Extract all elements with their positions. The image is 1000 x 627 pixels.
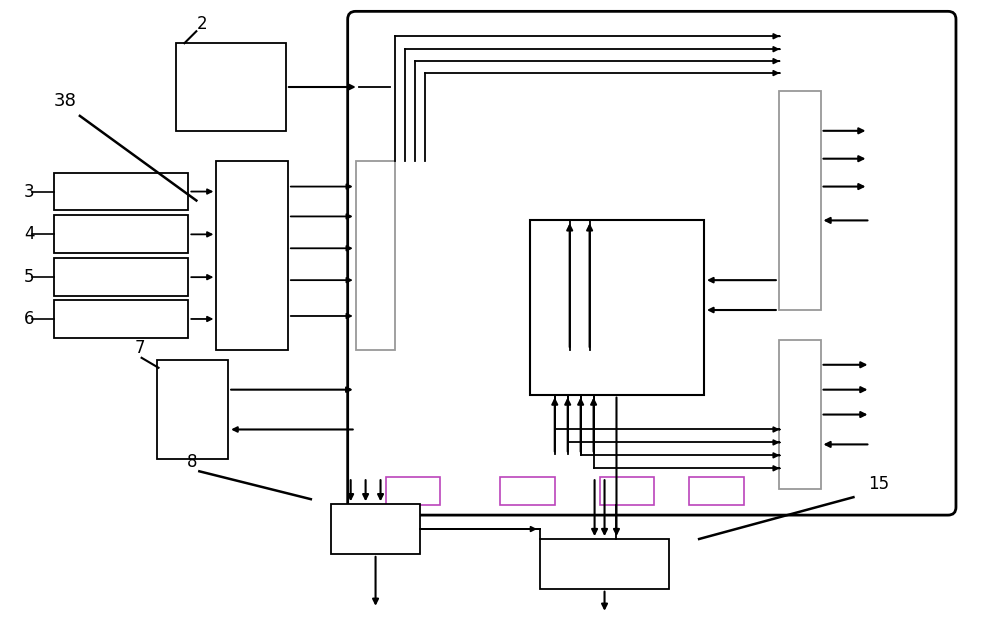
Text: 5: 5 [24, 268, 35, 286]
Bar [689, 477, 744, 505]
Bar [500, 477, 555, 505]
Bar [216, 161, 288, 350]
Text: 38: 38 [54, 92, 77, 110]
Bar [530, 221, 704, 394]
Text: 3: 3 [24, 182, 35, 201]
FancyBboxPatch shape [348, 11, 956, 515]
Bar [779, 340, 821, 489]
Bar [157, 360, 228, 460]
Text: 7: 7 [135, 339, 145, 357]
Text: 15: 15 [868, 475, 889, 493]
Bar [540, 539, 669, 589]
Text: 6: 6 [24, 310, 35, 328]
Bar [331, 504, 420, 554]
Bar [779, 91, 821, 310]
Bar [600, 477, 654, 505]
Bar [386, 477, 440, 505]
Bar [54, 172, 188, 211]
Text: 8: 8 [186, 453, 197, 472]
Bar [54, 216, 188, 253]
Bar [54, 258, 188, 296]
Text: 4: 4 [24, 225, 35, 243]
Bar [176, 43, 286, 131]
Text: 2: 2 [196, 15, 207, 33]
Bar [356, 161, 395, 350]
Bar [54, 300, 188, 338]
